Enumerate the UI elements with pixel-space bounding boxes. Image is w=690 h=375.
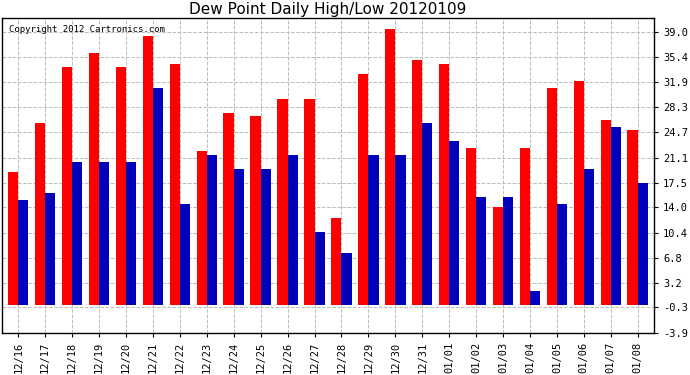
Bar bbox=[466, 148, 476, 305]
Bar bbox=[62, 67, 72, 305]
Bar bbox=[126, 162, 136, 305]
Bar bbox=[584, 169, 594, 305]
Bar bbox=[250, 116, 261, 305]
Title: Dew Point Daily High/Low 20120109: Dew Point Daily High/Low 20120109 bbox=[189, 2, 466, 17]
Bar bbox=[207, 155, 217, 305]
Bar bbox=[331, 218, 342, 305]
Bar bbox=[439, 64, 449, 305]
Bar bbox=[342, 253, 352, 305]
Bar bbox=[627, 130, 638, 305]
Bar bbox=[261, 169, 271, 305]
Bar bbox=[153, 88, 163, 305]
Bar bbox=[304, 99, 315, 305]
Bar bbox=[143, 36, 153, 305]
Bar bbox=[18, 200, 28, 305]
Bar bbox=[503, 197, 513, 305]
Bar bbox=[520, 148, 530, 305]
Bar bbox=[600, 120, 611, 305]
Bar bbox=[89, 53, 99, 305]
Bar bbox=[99, 162, 109, 305]
Bar bbox=[385, 29, 395, 305]
Bar bbox=[35, 123, 45, 305]
Bar bbox=[170, 64, 180, 305]
Bar bbox=[638, 183, 648, 305]
Bar bbox=[197, 151, 207, 305]
Text: Copyright 2012 Cartronics.com: Copyright 2012 Cartronics.com bbox=[8, 24, 164, 33]
Bar bbox=[116, 67, 126, 305]
Bar bbox=[476, 197, 486, 305]
Bar bbox=[493, 207, 503, 305]
Bar bbox=[315, 232, 325, 305]
Bar bbox=[358, 74, 368, 305]
Bar bbox=[557, 204, 567, 305]
Bar bbox=[546, 88, 557, 305]
Bar bbox=[449, 141, 460, 305]
Bar bbox=[573, 81, 584, 305]
Bar bbox=[530, 291, 540, 305]
Bar bbox=[412, 60, 422, 305]
Bar bbox=[180, 204, 190, 305]
Bar bbox=[8, 172, 18, 305]
Bar bbox=[72, 162, 82, 305]
Bar bbox=[224, 113, 234, 305]
Bar bbox=[611, 127, 621, 305]
Bar bbox=[45, 193, 55, 305]
Bar bbox=[277, 99, 288, 305]
Bar bbox=[288, 155, 298, 305]
Bar bbox=[395, 155, 406, 305]
Bar bbox=[422, 123, 433, 305]
Bar bbox=[234, 169, 244, 305]
Bar bbox=[368, 155, 379, 305]
